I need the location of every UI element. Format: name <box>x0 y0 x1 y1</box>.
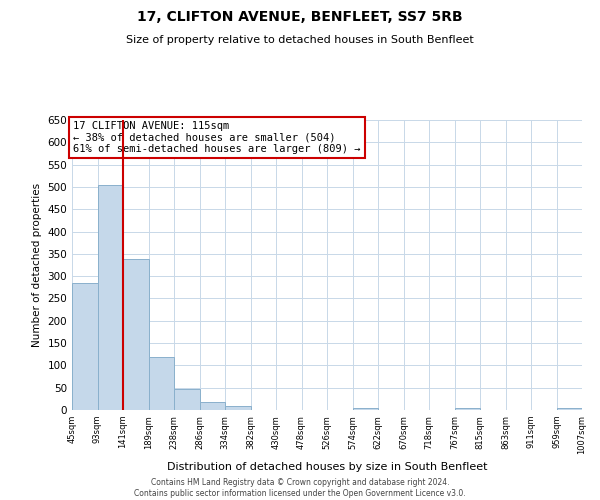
Bar <box>72 283 97 410</box>
Text: Size of property relative to detached houses in South Benfleet: Size of property relative to detached ho… <box>126 35 474 45</box>
Bar <box>97 185 123 410</box>
Bar <box>174 389 199 410</box>
Bar <box>225 406 251 410</box>
Bar <box>455 408 480 410</box>
Text: 17 CLIFTON AVENUE: 115sqm
← 38% of detached houses are smaller (504)
61% of semi: 17 CLIFTON AVENUE: 115sqm ← 38% of detac… <box>73 121 361 154</box>
Bar <box>199 402 225 410</box>
Bar <box>557 408 582 410</box>
Text: 17, CLIFTON AVENUE, BENFLEET, SS7 5RB: 17, CLIFTON AVENUE, BENFLEET, SS7 5RB <box>137 10 463 24</box>
Bar <box>149 358 174 410</box>
Bar <box>353 408 378 410</box>
Y-axis label: Number of detached properties: Number of detached properties <box>32 183 42 347</box>
Bar <box>123 259 149 410</box>
X-axis label: Distribution of detached houses by size in South Benfleet: Distribution of detached houses by size … <box>167 462 487 472</box>
Text: Contains HM Land Registry data © Crown copyright and database right 2024.
Contai: Contains HM Land Registry data © Crown c… <box>134 478 466 498</box>
